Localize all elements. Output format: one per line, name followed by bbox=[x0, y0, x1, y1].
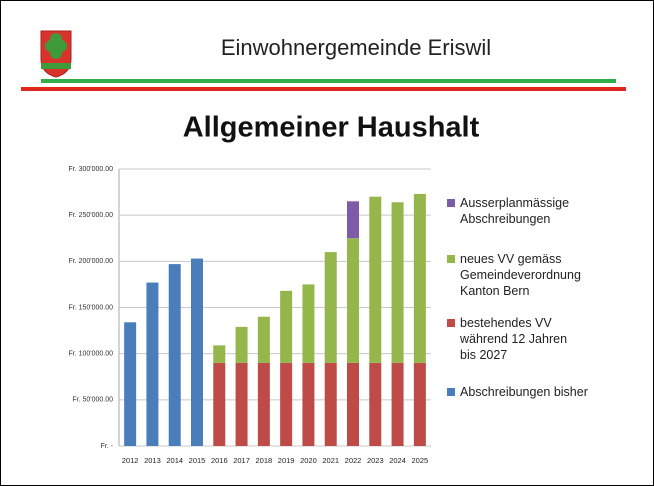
chart-title: Allgemeiner Haushalt bbox=[183, 112, 480, 144]
x-tick-label: 2025 bbox=[412, 456, 429, 465]
legend-label: Abschreibungen bisher bbox=[460, 385, 588, 399]
bar bbox=[347, 362, 359, 446]
y-tick-label: Fr. 300'000.00 bbox=[68, 166, 113, 173]
y-tick-label: Fr. 100'000.00 bbox=[68, 351, 113, 358]
bar bbox=[369, 196, 382, 363]
x-tick-label: 2013 bbox=[144, 456, 161, 465]
x-tick-label: 2016 bbox=[211, 456, 228, 465]
y-tick-label: Fr. 200'000.00 bbox=[68, 258, 113, 265]
x-tick-label: 2020 bbox=[300, 456, 317, 465]
x-tick-label: 2023 bbox=[367, 456, 384, 465]
x-tick-label: 2017 bbox=[233, 456, 250, 465]
legend-entry: Abschreibungen bisher bbox=[447, 384, 637, 400]
bar bbox=[413, 362, 426, 446]
legend-entry: neues VV gemäss Gemeindeverordnung Kanto… bbox=[447, 251, 637, 299]
legend-swatch bbox=[447, 199, 455, 207]
x-tick-label: 2019 bbox=[278, 456, 295, 465]
legend-swatch bbox=[447, 388, 455, 396]
bar bbox=[257, 316, 270, 363]
bar bbox=[302, 284, 315, 363]
legend-label: Ausserplanmässige Abschreibungen bbox=[460, 196, 570, 226]
bar bbox=[347, 201, 359, 239]
bar bbox=[413, 193, 426, 363]
x-tick-label: 2012 bbox=[122, 456, 139, 465]
legend-label: bestehendes VV während 12 Jahren bis 202… bbox=[460, 316, 568, 362]
bar bbox=[235, 326, 248, 363]
bar bbox=[391, 202, 404, 363]
y-tick-label: Fr. 150'000.00 bbox=[68, 304, 113, 311]
bar bbox=[280, 290, 293, 363]
x-tick-label: 2015 bbox=[189, 456, 206, 465]
bar bbox=[324, 362, 337, 446]
bar bbox=[324, 252, 337, 363]
legend-label: neues VV gemäss Gemeindeverordnung Kanto… bbox=[460, 252, 581, 298]
bar bbox=[347, 238, 359, 363]
bar bbox=[391, 362, 404, 446]
x-tick-label: 2014 bbox=[166, 456, 183, 465]
logo bbox=[40, 30, 72, 78]
bar bbox=[257, 362, 270, 446]
bar bbox=[235, 362, 248, 446]
bar bbox=[302, 362, 315, 446]
y-tick-label: Fr. 50'000.00 bbox=[72, 397, 113, 404]
x-tick-label: 2018 bbox=[256, 456, 273, 465]
y-tick-label: Fr. 250'000.00 bbox=[68, 212, 113, 219]
bar bbox=[369, 362, 382, 446]
x-tick-label: 2021 bbox=[322, 456, 339, 465]
legend-swatch bbox=[447, 255, 455, 263]
bar bbox=[280, 362, 293, 446]
x-tick-label: 2022 bbox=[345, 456, 362, 465]
bar bbox=[146, 282, 159, 446]
bar bbox=[168, 264, 181, 446]
legend-entry: Ausserplanmässige Abschreibungen bbox=[447, 195, 637, 227]
legend-entry: bestehendes VV während 12 Jahren bis 202… bbox=[447, 315, 637, 363]
x-tick-label: 2024 bbox=[389, 456, 406, 465]
legend-swatch bbox=[447, 319, 455, 327]
bar bbox=[213, 345, 226, 363]
y-tick-label: Fr. - bbox=[101, 443, 114, 450]
bar bbox=[213, 362, 226, 446]
bar bbox=[124, 322, 137, 446]
header-title: Einwohnergemeinde Eriswil bbox=[221, 35, 491, 60]
bar bbox=[191, 258, 203, 446]
